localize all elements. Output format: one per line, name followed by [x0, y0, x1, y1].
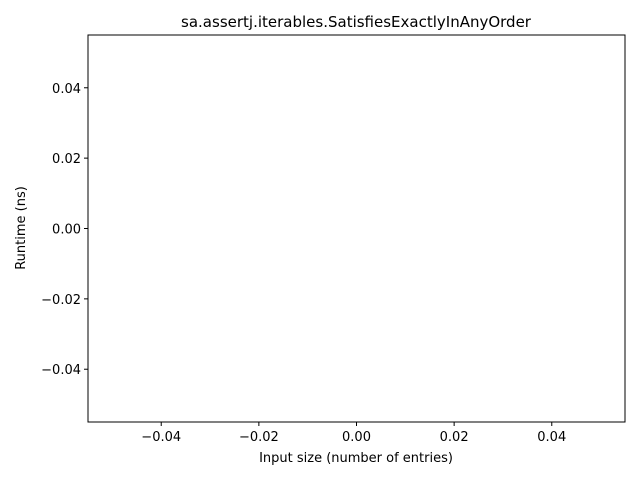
x-tick-label: 0.00 [342, 430, 371, 445]
y-axis-ticks: −0.04 −0.02 0.00 0.02 0.04 [41, 82, 88, 378]
x-axis-ticks: −0.04 −0.02 0.00 0.02 0.04 [141, 422, 566, 445]
x-tick-label: 0.02 [440, 430, 469, 445]
y-tick-label: 0.00 [52, 223, 81, 238]
plot-frame [87, 34, 626, 423]
plot-area [88, 35, 625, 422]
x-tick-label: −0.04 [141, 430, 181, 445]
y-tick-label: 0.04 [52, 82, 81, 97]
x-tick-label: −0.02 [239, 430, 279, 445]
x-tick-label: 0.04 [537, 430, 566, 445]
y-tick-label: −0.02 [41, 293, 81, 308]
x-axis-label: Input size (number of entries) [259, 451, 453, 466]
y-tick-label: 0.02 [52, 152, 81, 167]
y-axis-label: Runtime (ns) [14, 186, 29, 270]
y-tick-label: −0.04 [41, 363, 81, 378]
chart-title: sa.assertj.iterables.SatisfiesExactlyInA… [181, 13, 532, 31]
